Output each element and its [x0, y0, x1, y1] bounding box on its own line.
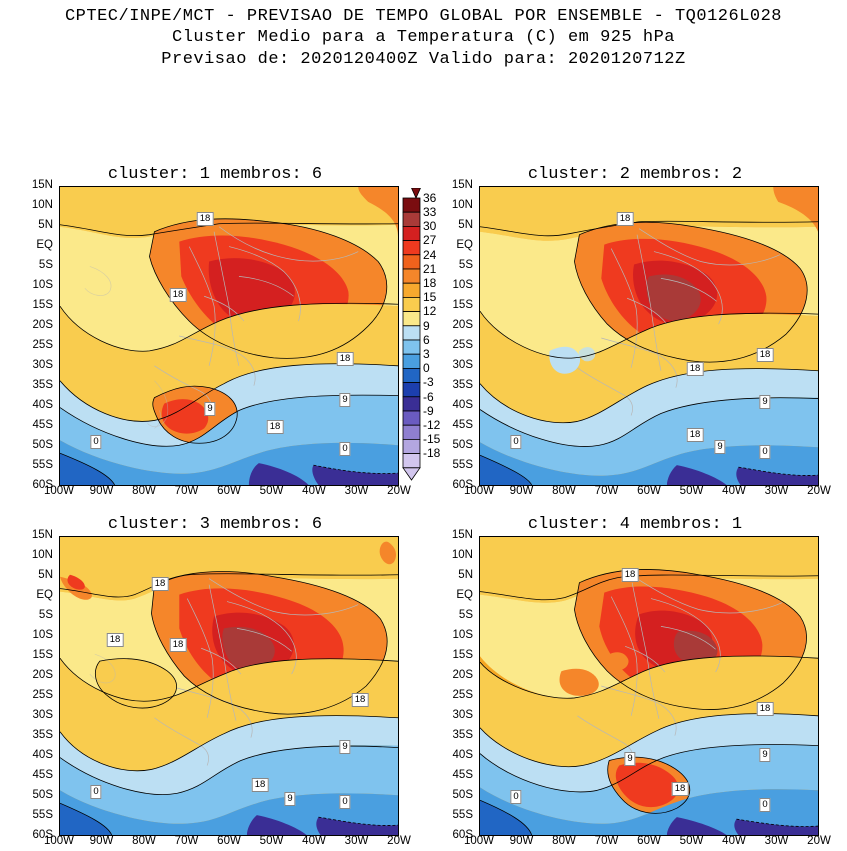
panel-title-1: cluster: 2 membros: 2	[435, 165, 835, 184]
map-cluster-2[interactable]: 18 18 18 9 0 18 9 0	[479, 186, 819, 486]
panel-title-2: cluster: 3 membros: 6	[15, 515, 415, 534]
map-cluster-3[interactable]: 18 18 18 18 9 0 18 9 0	[59, 536, 399, 836]
panel-cluster-4: cluster: 4 membros: 1 15N 10N 5N EQ 5S 1…	[435, 515, 835, 845]
map-cluster-1[interactable]: 18 18 18 9 9 0 18 0	[59, 186, 399, 486]
yaxis-labels-0: 15N 10N 5N EQ 5S 10S 15S 20S 25S 30S 35S…	[15, 185, 59, 485]
header-line3: Previsao de: 2020120400Z Valido para: 20…	[0, 49, 847, 70]
xaxis-labels-2: 100W 90W 80W 70W 60W 50W 40W 30W 20W	[59, 835, 399, 851]
map-cluster-4[interactable]: 18 18 9 9 0 18 0	[479, 536, 819, 836]
panels-container: cluster: 1 membros: 6 15N 10N 5N EQ 5S 1…	[0, 70, 847, 790]
panel-cluster-2: cluster: 2 membros: 2 15N 10N 5N EQ 5S 1…	[435, 165, 835, 495]
xaxis-labels-0: 100W 90W 80W 70W 60W 50W 40W 30W 20W	[59, 485, 399, 501]
header-block: CPTEC/INPE/MCT - PREVISAO DE TEMPO GLOBA…	[0, 0, 847, 70]
yaxis-labels-3: 15N 10N 5N EQ 5S 10S 15S 20S 25S 30S 35S…	[435, 535, 479, 835]
header-line1: CPTEC/INPE/MCT - PREVISAO DE TEMPO GLOBA…	[0, 6, 847, 27]
panel-cluster-3: cluster: 3 membros: 6 15N 10N 5N EQ 5S 1…	[15, 515, 415, 845]
panel-title-3: cluster: 4 membros: 1	[435, 515, 835, 534]
colorbar: 36 33 30 27 24 21 18 15 12 9 6 3 0 -3 -6…	[397, 188, 447, 493]
panel-title-0: cluster: 1 membros: 6	[15, 165, 415, 184]
header-line2: Cluster Medio para a Temperatura (C) em …	[0, 27, 847, 48]
panel-cluster-1: cluster: 1 membros: 6 15N 10N 5N EQ 5S 1…	[15, 165, 415, 495]
yaxis-labels-2: 15N 10N 5N EQ 5S 10S 15S 20S 25S 30S 35S…	[15, 535, 59, 835]
xaxis-labels-3: 100W 90W 80W 70W 60W 50W 40W 30W 20W	[479, 835, 819, 851]
xaxis-labels-1: 100W 90W 80W 70W 60W 50W 40W 30W 20W	[479, 485, 819, 501]
